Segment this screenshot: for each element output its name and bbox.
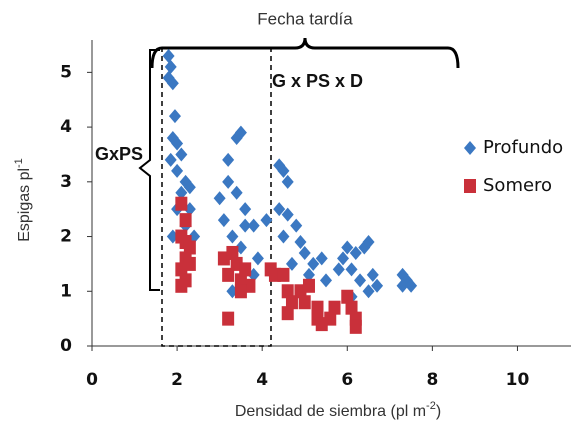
y-tick-label: 0 bbox=[60, 336, 72, 356]
annotation: G x PS x D bbox=[272, 71, 363, 91]
point bbox=[354, 273, 367, 288]
point bbox=[294, 235, 307, 250]
point bbox=[345, 262, 358, 277]
point bbox=[260, 213, 273, 228]
point bbox=[234, 284, 247, 299]
legend-label: Profundo bbox=[483, 137, 563, 158]
point bbox=[320, 273, 332, 288]
x-tick-label: 8 bbox=[426, 370, 438, 390]
point bbox=[285, 256, 298, 271]
point bbox=[273, 202, 286, 217]
x-axis-title: Densidad de siembra (pl m-2) bbox=[235, 400, 441, 420]
point bbox=[213, 191, 226, 206]
point bbox=[281, 174, 294, 189]
x-tick-label: 4 bbox=[256, 370, 268, 390]
point bbox=[302, 278, 315, 293]
point bbox=[171, 136, 184, 151]
point bbox=[168, 109, 181, 124]
brace bbox=[150, 37, 460, 69]
point bbox=[234, 125, 247, 140]
point bbox=[396, 278, 409, 293]
point bbox=[337, 251, 350, 266]
point bbox=[166, 76, 179, 91]
annotation: Fecha tardía bbox=[257, 9, 353, 28]
point bbox=[164, 152, 177, 167]
legend-marker bbox=[464, 141, 476, 155]
point bbox=[362, 235, 375, 250]
point bbox=[183, 240, 196, 255]
y-tick-label: 2 bbox=[60, 227, 72, 247]
point bbox=[175, 147, 188, 162]
point bbox=[239, 202, 252, 217]
point bbox=[341, 289, 354, 304]
point bbox=[162, 48, 175, 63]
point bbox=[217, 213, 230, 228]
point bbox=[222, 311, 235, 326]
point bbox=[239, 218, 252, 233]
legend-marker bbox=[464, 179, 476, 193]
brace bbox=[138, 49, 160, 291]
point bbox=[307, 256, 320, 271]
point bbox=[239, 262, 252, 277]
point bbox=[175, 196, 188, 211]
y-tick-label: 3 bbox=[60, 172, 72, 192]
point bbox=[179, 213, 192, 228]
point bbox=[345, 300, 358, 315]
point bbox=[405, 278, 418, 293]
point bbox=[328, 300, 341, 315]
x-tick-label: 10 bbox=[506, 370, 530, 390]
point bbox=[298, 295, 311, 310]
y-tick-label: 1 bbox=[60, 281, 72, 301]
point bbox=[362, 284, 375, 299]
point bbox=[251, 251, 264, 266]
annotation: GxPS bbox=[95, 144, 143, 164]
legend-label: Somero bbox=[483, 175, 552, 196]
point bbox=[175, 262, 188, 277]
point bbox=[226, 229, 239, 244]
point bbox=[324, 311, 337, 326]
y-axis-title: Espigas pl-1 bbox=[13, 158, 33, 242]
x-tick-label: 0 bbox=[86, 370, 98, 390]
point bbox=[171, 163, 184, 178]
point bbox=[222, 152, 235, 167]
point bbox=[222, 174, 235, 189]
point bbox=[175, 278, 188, 293]
point bbox=[164, 59, 177, 74]
point bbox=[183, 180, 196, 195]
point bbox=[222, 267, 235, 282]
point bbox=[290, 218, 303, 233]
point bbox=[277, 229, 290, 244]
point bbox=[349, 245, 362, 260]
point bbox=[175, 185, 188, 200]
point bbox=[230, 185, 243, 200]
point bbox=[371, 278, 384, 293]
point bbox=[298, 245, 311, 260]
point bbox=[277, 267, 290, 282]
point bbox=[281, 306, 294, 321]
point bbox=[277, 163, 290, 178]
y-tick-label: 5 bbox=[60, 62, 72, 82]
point bbox=[315, 251, 328, 266]
point bbox=[311, 300, 324, 315]
point bbox=[332, 262, 345, 277]
point bbox=[285, 295, 298, 310]
y-tick-label: 4 bbox=[60, 117, 72, 137]
point bbox=[281, 207, 294, 222]
x-tick-label: 6 bbox=[341, 370, 353, 390]
x-tick-label: 2 bbox=[171, 370, 183, 390]
highlight-box bbox=[161, 47, 272, 347]
point bbox=[341, 240, 354, 255]
point bbox=[349, 319, 362, 334]
point bbox=[226, 245, 239, 260]
point bbox=[247, 218, 260, 233]
point bbox=[281, 284, 294, 299]
point bbox=[302, 267, 315, 282]
point bbox=[366, 267, 379, 282]
